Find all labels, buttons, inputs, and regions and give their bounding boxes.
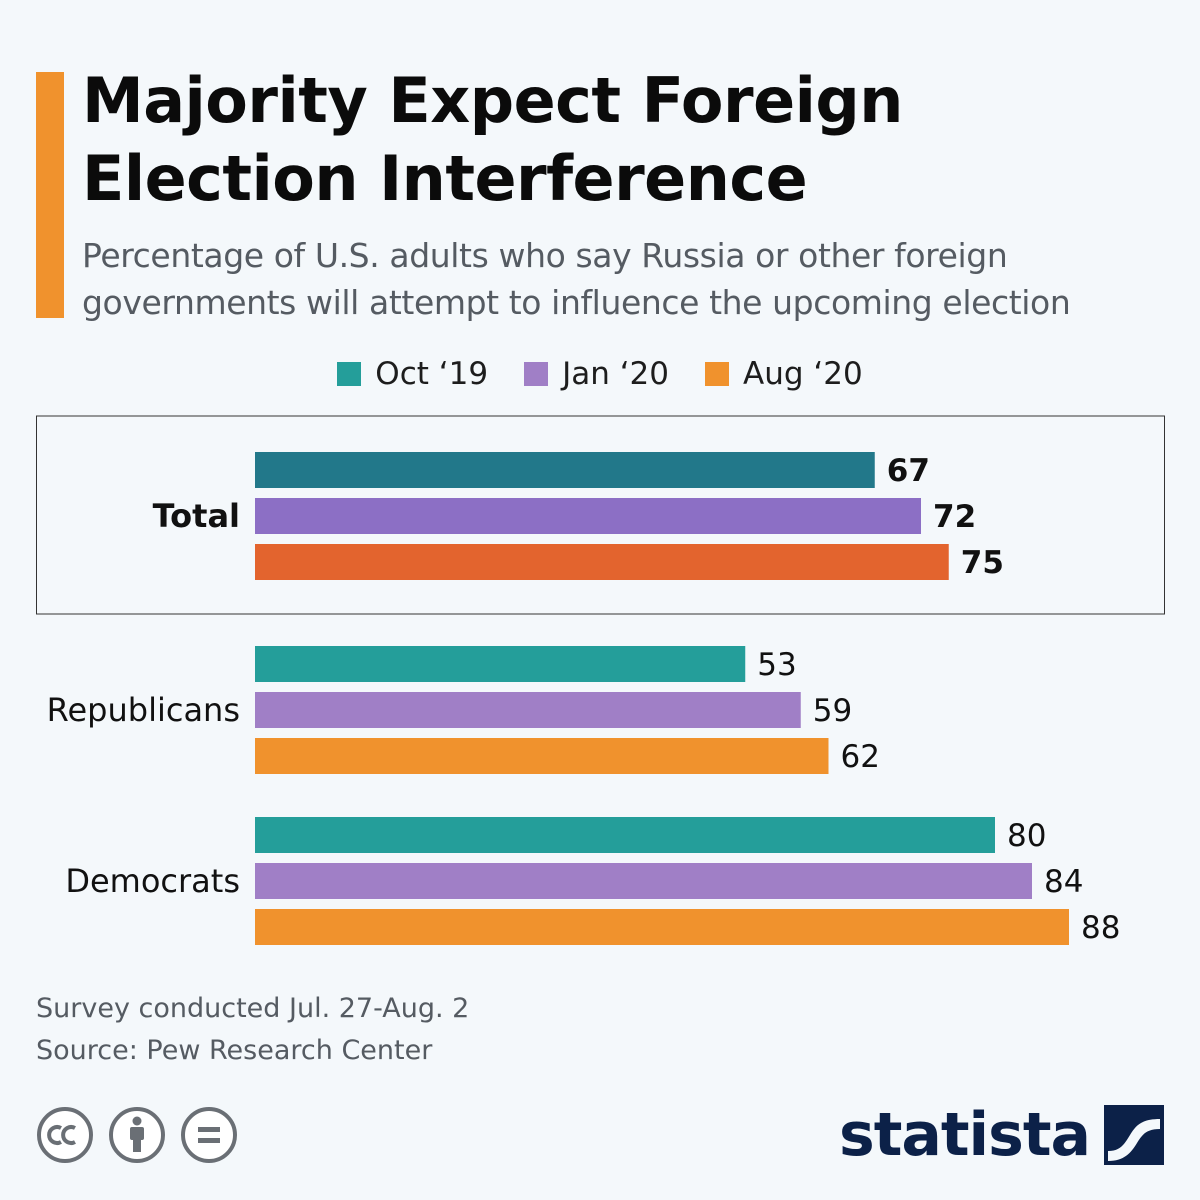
license-icons [36,1106,238,1164]
value-label-republicans-aug-20: 62 [841,739,880,775]
value-label-total-jan-20: 72 [933,499,976,535]
bar-total-aug-20 [255,544,949,580]
legend-label-jan-20: Jan ‘20 [562,356,670,392]
creative-commons-icon[interactable] [36,1106,94,1164]
legend-item-oct-19: Oct ‘19 [337,356,488,392]
legend-item-aug-20: Aug ‘20 [705,356,863,392]
legend-swatch-jan-20 [524,362,549,386]
page-title: Majority Expect Foreign Election Interfe… [82,64,903,215]
value-label-total-oct-19: 67 [887,453,930,489]
title-accent-bar [36,72,64,318]
bar-democrats-jan-20 [255,863,1032,899]
highlight-box-total [36,415,1165,615]
bar-total-jan-20 [255,498,921,534]
value-label-total-aug-20: 75 [961,545,1004,581]
page-subtitle: Percentage of U.S. adults who say Russia… [82,236,1071,322]
bar-democrats-aug-20 [255,909,1069,945]
bar-republicans-aug-20 [255,738,829,774]
legend: Oct ‘19 Jan ‘20 Aug ‘20 [0,352,1200,396]
statista-logo-icon [1104,1105,1164,1165]
category-label-democrats: Democrats [65,862,240,900]
value-label-republicans-jan-20: 59 [813,693,852,729]
statista-wordmark: statista [838,1100,1091,1170]
legend-label-oct-19: Oct ‘19 [375,356,489,392]
statista-logo[interactable]: statista [839,1100,1164,1170]
bar-total-oct-19 [255,452,875,488]
legend-swatch-aug-20 [705,362,730,386]
legend-label-aug-20: Aug ‘20 [743,356,863,392]
value-label-democrats-oct-19: 80 [1007,818,1046,854]
value-label-republicans-oct-19: 53 [757,647,796,683]
bar-republicans-jan-20 [255,692,801,728]
category-label-republicans: Republicans [47,691,240,729]
legend-item-jan-20: Jan ‘20 [524,356,669,392]
category-label-total: Total [153,497,240,535]
legend-swatch-oct-19 [337,362,362,386]
source-note: Source: Pew Research Center [36,1035,433,1066]
no-derivatives-icon[interactable] [180,1106,238,1164]
attribution-icon[interactable] [108,1106,166,1164]
value-label-democrats-aug-20: 88 [1081,910,1120,946]
value-label-democrats-jan-20: 84 [1044,864,1083,900]
footnote: Survey conducted Jul. 27-Aug. 2 Source: … [36,988,469,1072]
survey-note: Survey conducted Jul. 27-Aug. 2 [36,993,470,1024]
bar-democrats-oct-19 [255,817,995,853]
bar-republicans-oct-19 [255,646,746,682]
